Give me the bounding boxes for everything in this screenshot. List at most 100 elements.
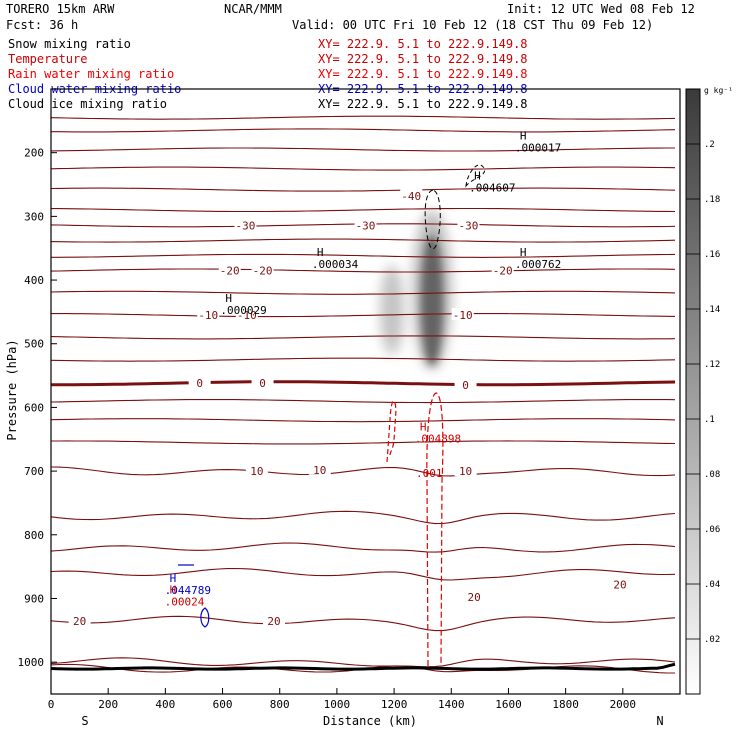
isotherm-line [51, 615, 676, 632]
maximum-marker: H [420, 421, 427, 434]
isotherm-label: 10 [250, 465, 263, 478]
label-mask [197, 308, 220, 321]
isotherm-line [51, 399, 676, 404]
y-axis: 200 300 400 500 600 700 800 900 1000 [18, 147, 57, 669]
label-mask [457, 218, 480, 231]
isotherm-label: 10 [459, 465, 472, 478]
forecast-hour: Fcst: 36 h [6, 18, 78, 32]
label-mask [263, 613, 286, 626]
isotherm-line [51, 147, 675, 152]
isotherm-label: -10 [453, 309, 473, 322]
isotherm-line [51, 207, 676, 213]
field-name: Snow mixing ratio [8, 37, 131, 51]
y-tick-label: 200 [24, 147, 44, 160]
maximum-value: .004607 [469, 182, 515, 195]
y-tick-label: 800 [24, 529, 44, 542]
rain-contour [426, 392, 444, 667]
isotherm-line [51, 268, 676, 273]
colorbar-tick-label: .2 [704, 140, 715, 150]
y-tick-label: 500 [24, 338, 44, 351]
isotherm-label: -30 [356, 219, 376, 232]
terrain-line [51, 662, 676, 671]
isotherm-label: 20 [267, 615, 280, 628]
isotherm-label: -20 [253, 265, 273, 278]
isotherm-line [51, 238, 676, 243]
y-tick-label: 700 [24, 465, 44, 478]
maximum-marker: H [520, 130, 527, 143]
rain-contour-label: .001 [416, 467, 443, 480]
isotherm-label: 20 [613, 578, 626, 591]
field-legend: Snow mixing ratio XY= 222.9. 5.1 to 222.… [8, 37, 528, 111]
plot-area: -40 -30 -30 -30 -20 -20 -20 -10 -10 -10 0 0 0 10 10 10 2… [51, 115, 676, 674]
endpoint-left: S [81, 714, 88, 728]
x-tick-label: 1000 [324, 698, 351, 711]
colorbar-tick-label: .18 [704, 195, 720, 205]
isotherm-label: -20 [220, 265, 240, 278]
x-tick-label: 1600 [495, 698, 522, 711]
y-tick-label: 300 [24, 210, 44, 223]
ice-contour [465, 164, 486, 188]
y-tick-label: 400 [24, 274, 44, 287]
isotherm-label: -30 [458, 219, 478, 232]
maximum-value: .00024 [165, 596, 205, 609]
colorbar: .02 .04 .06 .08 .1 .12 .14 .16 .18 .2 g kg⁻¹ [685, 86, 733, 695]
label-mask [235, 308, 258, 321]
isotherm-label: 10 [313, 464, 326, 477]
isotherm-line [51, 440, 676, 445]
x-tick-label: 1400 [438, 698, 465, 711]
field-name: Cloud ice mixing ratio [8, 97, 167, 111]
label-mask [491, 263, 514, 276]
field-xy: XY= 222.9. 5.1 to 222.9.149.8 [318, 67, 528, 81]
x-tick-label: 2000 [610, 698, 637, 711]
y-tick-label: 1000 [18, 656, 45, 669]
x-axis: 0 200 400 600 800 1000 1200 1400 1600 1800 2000 [48, 688, 636, 711]
org-title: NCAR/MMM [224, 2, 282, 16]
x-tick-label: 400 [155, 698, 175, 711]
label-mask [251, 263, 274, 276]
maximum-value: .000034 [312, 258, 359, 271]
rain-contour [386, 400, 397, 463]
isotherm-line [51, 290, 676, 295]
colorbar-unit: g kg⁻¹ [704, 86, 733, 95]
colorbar-tick-label: .1 [704, 415, 715, 425]
colorbar-tick-label: .04 [704, 580, 720, 590]
maximum-marker: H [474, 170, 481, 183]
contour-labels: -40 -30 -30 -30 -20 -20 -20 -10 -10 -10 0 0 0 10 10 10 2… [68, 130, 631, 628]
isotherm-line [51, 466, 676, 477]
colorbar-tick-label: .08 [704, 470, 720, 480]
snow-core [412, 210, 452, 370]
snow-wing [380, 265, 404, 355]
field-xy: XY= 222.9. 5.1 to 222.9.149.8 [318, 37, 528, 51]
isotherm-label: 0 [196, 377, 203, 390]
isotherm-label: 0 [462, 379, 469, 392]
label-mask [608, 577, 631, 590]
colorbar-tick-label: .06 [704, 525, 720, 535]
isotherm-label: -10 [198, 309, 218, 322]
ice-contour [424, 189, 441, 250]
label-mask [454, 464, 477, 477]
x-tick-label: 600 [213, 698, 233, 711]
x-tick-label: 1200 [381, 698, 408, 711]
endpoint-right: N [656, 714, 663, 728]
hydrometeor-contours [178, 164, 486, 667]
label-mask [454, 378, 477, 391]
y-axis-label: Pressure (hPa) [5, 339, 19, 440]
plot-frame [50, 88, 681, 695]
isotherm-line [51, 335, 676, 340]
isotherm-line [51, 510, 676, 525]
isotherm-line [51, 128, 676, 133]
colorbar-tick-label: .02 [704, 635, 720, 645]
label-mask [451, 308, 474, 321]
isotherm-lines [51, 115, 676, 674]
label-mask [234, 218, 257, 231]
colorbar-tick-label: .14 [704, 305, 720, 315]
isotherm-line [51, 542, 676, 553]
x-axis-label: Distance (km) [323, 714, 417, 728]
field-xy: XY= 222.9. 5.1 to 222.9.149.8 [318, 97, 528, 111]
isotherm-line [51, 567, 676, 581]
maximum-marker: H [520, 246, 527, 259]
maximum-marker: H [317, 246, 324, 259]
label-mask [251, 376, 274, 389]
field-name: Temperature [8, 52, 87, 66]
isotherm-line [51, 115, 676, 120]
